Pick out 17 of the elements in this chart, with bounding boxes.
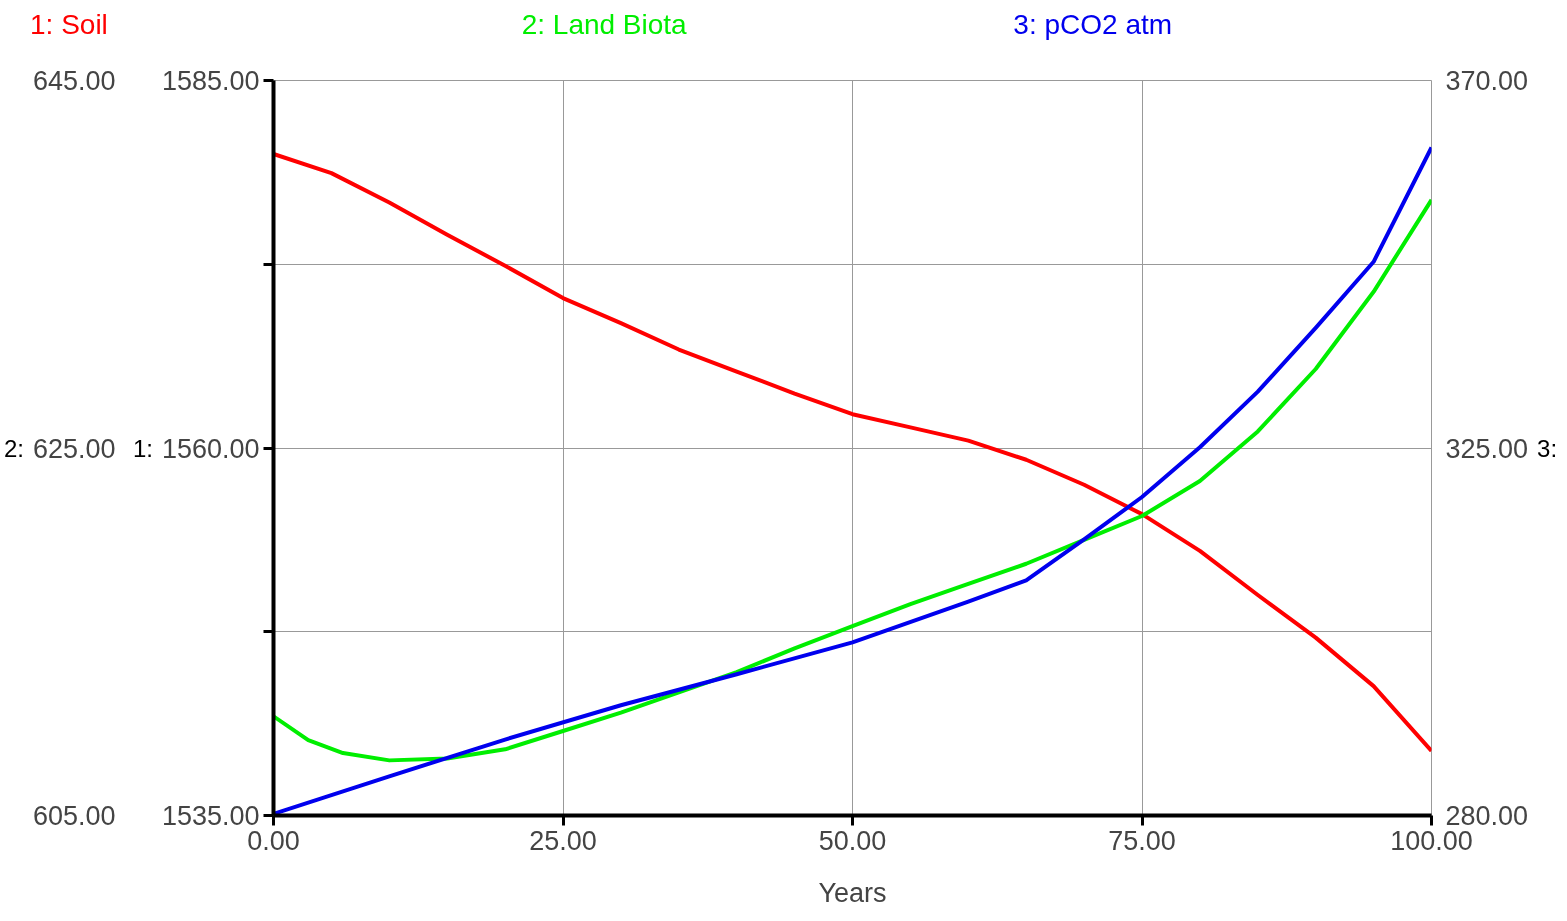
- x-tick-label: 50.00: [818, 825, 887, 856]
- x-axis-title: Years: [818, 877, 887, 908]
- y2-axis-title: 2:: [3, 434, 24, 462]
- y2-tick-label: 625.00: [32, 433, 116, 464]
- text: 2: Land Biota: [521, 8, 688, 42]
- y-tick-label: 1560.00: [161, 433, 260, 464]
- y3-axis-title: 3:: [1537, 434, 1558, 462]
- y3-tick-label: 370.00: [1445, 66, 1529, 96]
- y2-tick-label: 645.00: [32, 66, 116, 96]
- x-tick-label: 25.00: [529, 825, 597, 856]
- y2-tick-label: 605.00: [32, 801, 116, 831]
- y-tick-label: 1585.00: [161, 66, 260, 96]
- x-tick-label: 75.00: [1108, 825, 1176, 856]
- text: 3: pCO2 atm: [1013, 8, 1174, 42]
- text: 1: Soil: [30, 8, 109, 42]
- y-axis-title: 1:: [132, 434, 153, 462]
- y3-tick-label: 325.00: [1445, 433, 1529, 464]
